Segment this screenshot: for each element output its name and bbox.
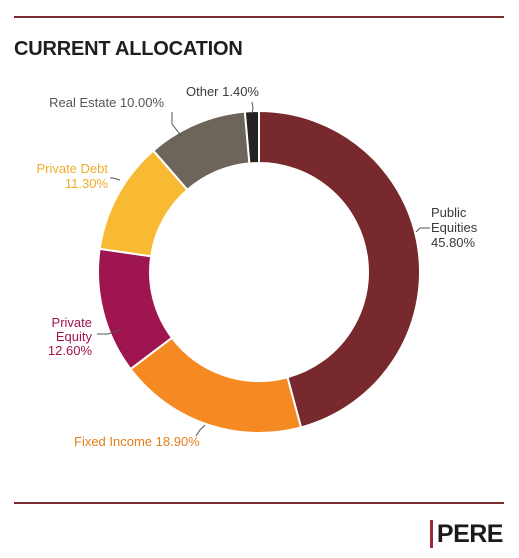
data-label-real-estate: Real Estate 10.00% [49,95,164,110]
data-label-public-equities: Public Equities 45.80% [431,205,478,250]
data-label-fixed-income: Fixed Income 18.90% [74,434,200,449]
leader-line-private-equity [97,329,121,335]
leader-line-fixed-income [195,424,206,437]
data-label-other: Other 1.40% [186,84,259,99]
bottom-rule [14,502,504,504]
slice-other [243,109,260,165]
pere-logo: PERE [429,520,504,548]
logo-text: PERE [436,520,504,548]
slice-fixed-income [129,336,303,434]
chart-title: CURRENT ALLOCATION [14,38,243,60]
data-label-private-equity: Private Equity 12.60% [48,315,93,358]
data-label-private-debt: Private Debt 11.30% [36,161,108,191]
slice-public-equities [258,109,421,429]
leader-line-real-estate [171,112,183,138]
top-rule [14,16,504,18]
leader-line-public-equities [415,227,430,233]
logo-bar [429,520,433,548]
leader-line-other [251,101,254,115]
leader-line-private-debt [110,177,121,181]
donut-chart: Public Equities 45.80% Fixed Income 18.90% P… [36,84,478,449]
